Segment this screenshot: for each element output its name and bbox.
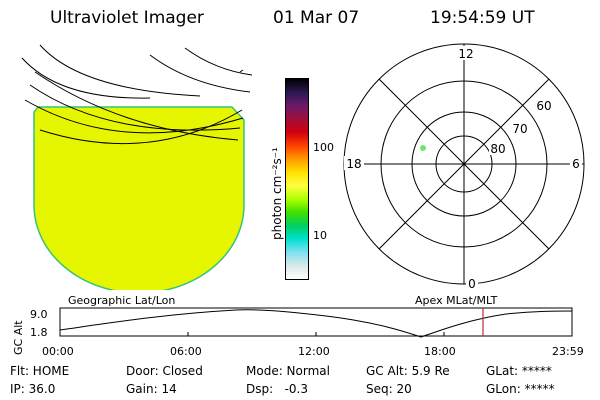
auroral-spot bbox=[420, 145, 426, 151]
colorbar bbox=[285, 78, 309, 280]
dsp-status: Dsp: -0.3 bbox=[246, 382, 309, 396]
geographic-label: Geographic Lat/Lon bbox=[68, 294, 176, 307]
altitude-curve bbox=[59, 309, 573, 338]
timeline-ticks bbox=[59, 332, 573, 336]
mlt-label-0: 0 bbox=[468, 277, 476, 291]
door-status: Door: Closed bbox=[126, 364, 203, 378]
mlt-label-6: 6 bbox=[572, 157, 580, 171]
instrument-title: Ultraviolet Imager bbox=[50, 8, 204, 28]
x-tick-2359: 23:59 bbox=[552, 345, 584, 358]
lat-label-80: 80 bbox=[490, 142, 505, 156]
apex-label: Apex MLat/MLT bbox=[415, 294, 498, 307]
y-tick-1-8: 1.8 bbox=[30, 326, 48, 339]
polar-plot: 12 18 6 0 60 70 80 bbox=[343, 43, 585, 291]
colorbar-unit-label: photon cm⁻²s⁻¹ bbox=[270, 147, 284, 240]
gain-status: Gain: 14 bbox=[126, 382, 177, 396]
lat-lon-grid-lines bbox=[21, 44, 253, 145]
polar-axis-diag-2 bbox=[378, 78, 550, 250]
mode-status: Mode: Normal bbox=[246, 364, 330, 378]
image-disc bbox=[33, 106, 245, 290]
colorbar-tick-100: 100 bbox=[313, 141, 334, 154]
y-tick-9: 9.0 bbox=[30, 308, 48, 321]
flight-status: Flt: HOME bbox=[10, 364, 70, 378]
lat-label-60: 60 bbox=[536, 99, 551, 113]
ip-status: IP: 36.0 bbox=[10, 382, 56, 396]
glat-status: GLat: ***** bbox=[486, 364, 552, 378]
timeline-frame bbox=[59, 307, 573, 337]
gc-alt-status: GC Alt: 5.9 Re bbox=[366, 364, 450, 378]
glon-status: GLon: ***** bbox=[486, 382, 555, 396]
mlt-label-12: 12 bbox=[458, 47, 473, 61]
geographic-image bbox=[21, 44, 253, 290]
x-tick-0000: 00:00 bbox=[42, 345, 74, 358]
lat-label-70: 70 bbox=[512, 122, 527, 136]
time-label: 19:54:59 UT bbox=[430, 8, 535, 28]
x-tick-0600: 06:00 bbox=[170, 345, 202, 358]
mlt-label-18: 18 bbox=[346, 157, 361, 171]
x-tick-1800: 18:00 bbox=[424, 345, 456, 358]
seq-status: Seq: 20 bbox=[366, 382, 412, 396]
altitude-timeline bbox=[59, 307, 573, 338]
date-label: 01 Mar 07 bbox=[273, 8, 360, 28]
x-tick-1200: 12:00 bbox=[298, 345, 330, 358]
gc-alt-axis-label: GC Alt bbox=[12, 320, 25, 355]
colorbar-tick-10: 10 bbox=[313, 229, 327, 242]
